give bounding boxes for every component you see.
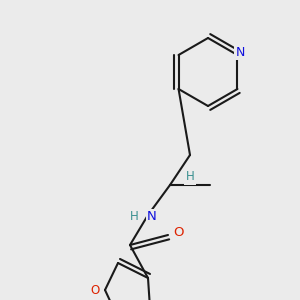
Text: N: N: [147, 211, 157, 224]
Text: H: H: [130, 211, 138, 224]
Text: O: O: [90, 284, 100, 296]
Text: O: O: [173, 226, 183, 239]
Text: H: H: [186, 170, 194, 184]
Text: N: N: [236, 46, 245, 59]
